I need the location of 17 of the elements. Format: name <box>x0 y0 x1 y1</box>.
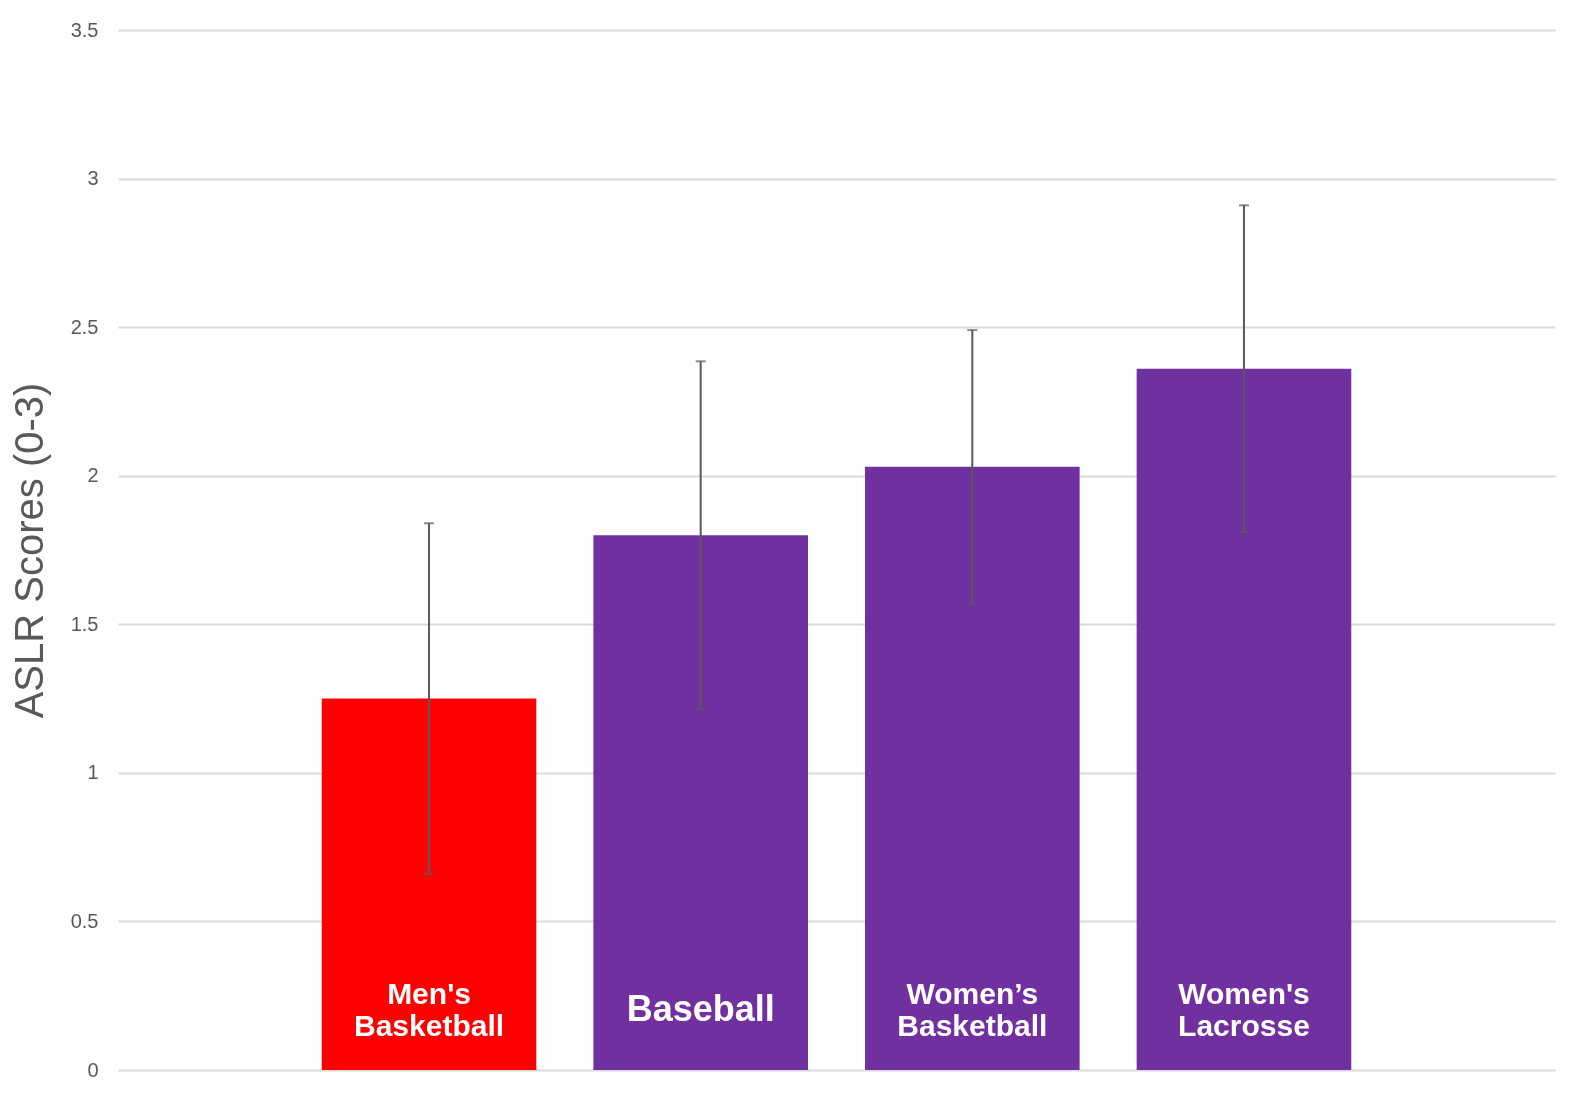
x-tick-label: Baseball <box>626 988 775 1029</box>
bar <box>321 698 537 1070</box>
y-tick-label: 0.5 <box>70 909 99 932</box>
bar <box>593 535 808 1070</box>
bar <box>865 466 1080 1070</box>
y-tick-label: 1 <box>87 761 99 784</box>
x-tick-label: Women’s Basketball <box>897 977 1048 1042</box>
y-tick-label: 2 <box>87 464 99 487</box>
x-tick-label: Women's Lacrosse <box>1178 977 1310 1042</box>
bar <box>1136 368 1352 1070</box>
y-axis-title: ASLR Scores (0-3) <box>6 382 51 719</box>
y-tick-label: 1.5 <box>70 612 99 635</box>
y-tick-label: 2.5 <box>70 315 99 338</box>
y-tick-label: 3 <box>87 167 99 190</box>
y-tick-label: 3.5 <box>70 18 99 41</box>
x-tick-label: Men's Basketball <box>353 977 505 1042</box>
y-tick-label: 0 <box>87 1058 99 1081</box>
